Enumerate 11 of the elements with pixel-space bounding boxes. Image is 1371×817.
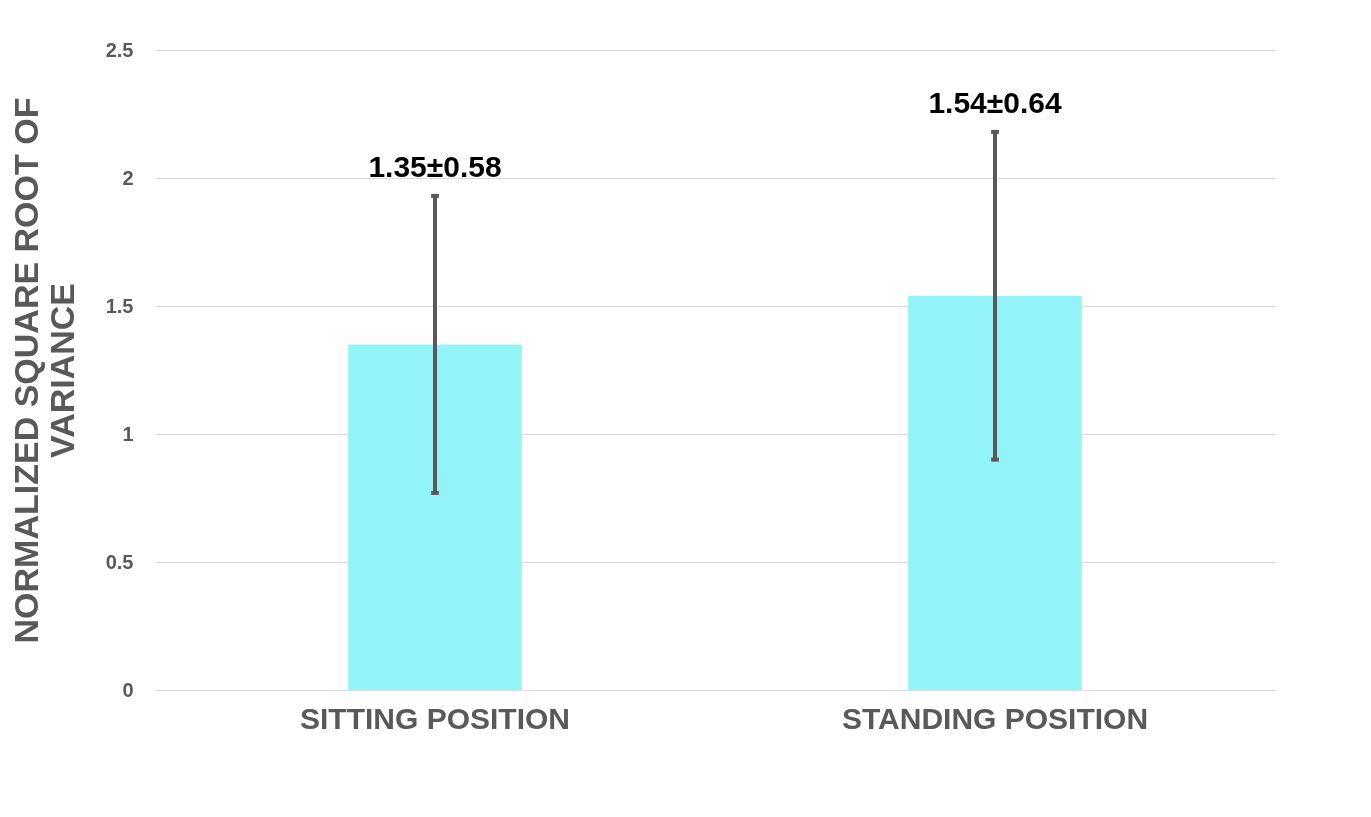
x-tick-label: STANDING POSITION	[841, 701, 1149, 735]
annotation: 1.35±0.58	[368, 149, 502, 183]
y-tick-label: 2.5	[105, 38, 134, 61]
y-tick-label: 0	[122, 678, 134, 701]
y-tick-label: 2	[122, 166, 134, 189]
y-tick-label: 1	[122, 422, 134, 445]
y-tick-label: 0.5	[105, 550, 134, 573]
x-tick-label: SITTING POSITION	[299, 701, 571, 735]
y-tick-label: 1.5	[105, 294, 134, 317]
annotation: 1.54±0.64	[928, 85, 1062, 119]
y-axis-title: NORMALIZED SQUARE ROOT OF VARIANCE	[6, 97, 81, 644]
